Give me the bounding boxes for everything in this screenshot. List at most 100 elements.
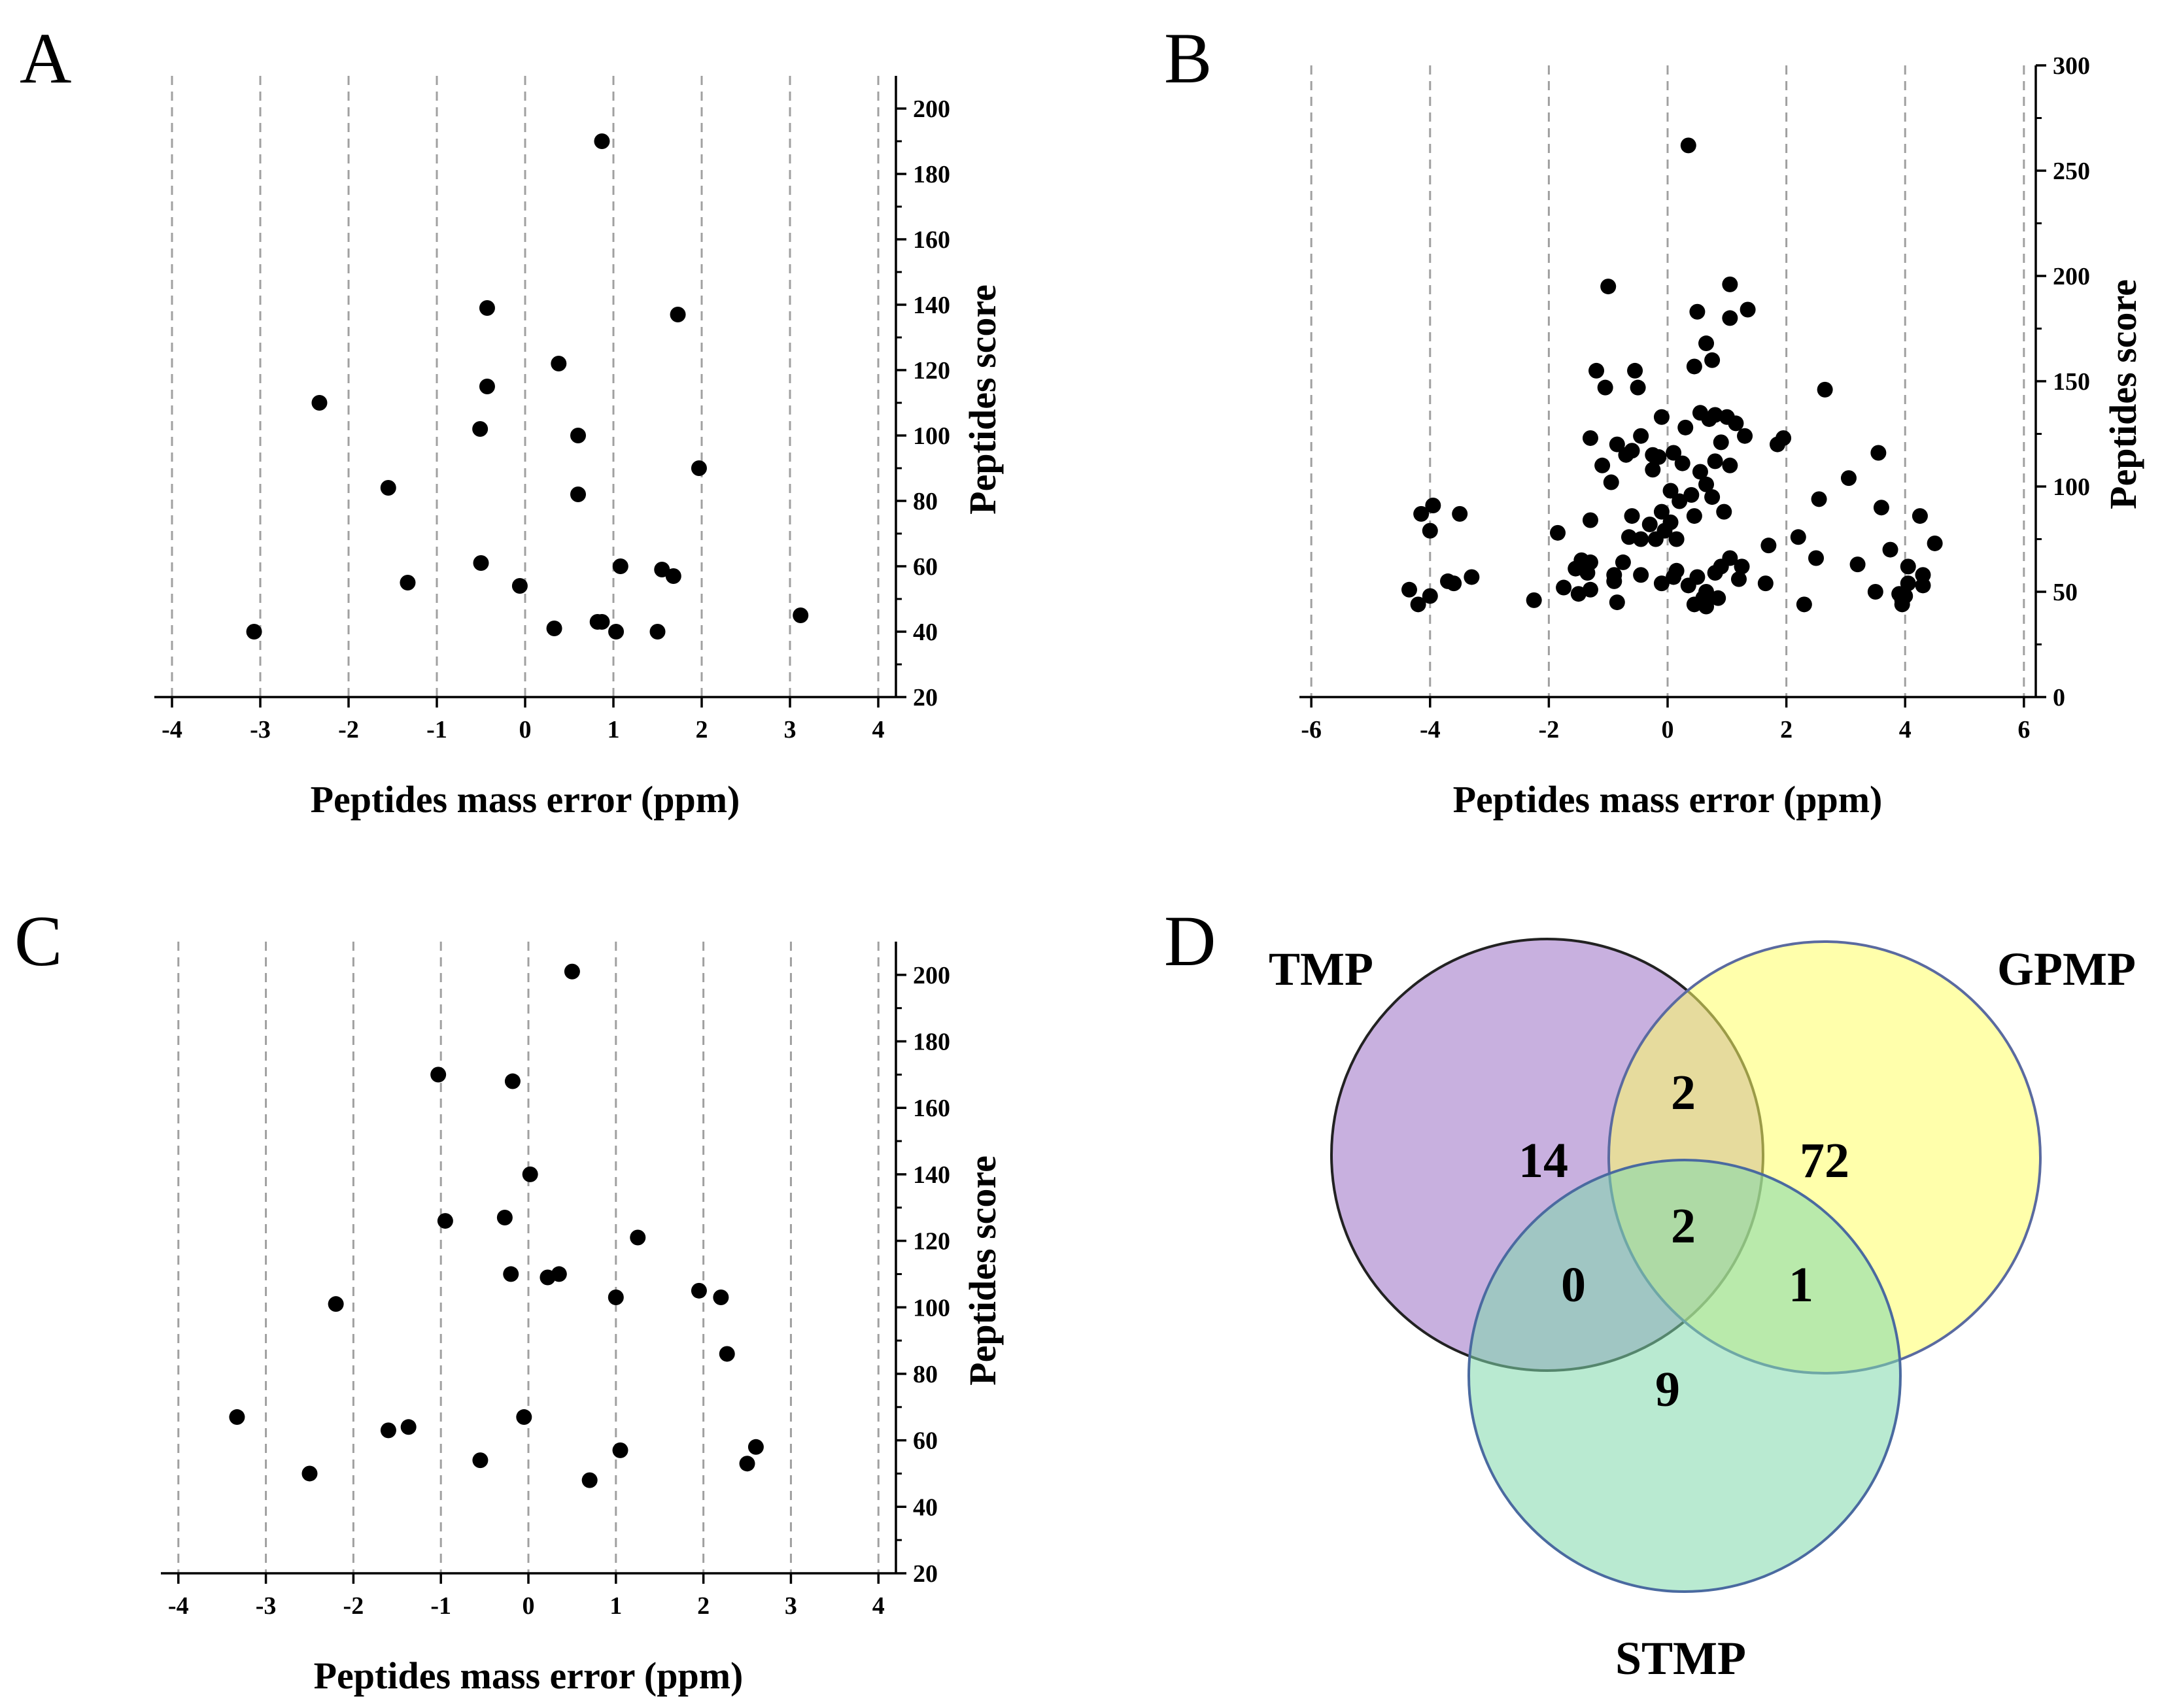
data-point [1707,565,1723,581]
data-point [1737,428,1753,444]
y-tick-label: 60 [913,1427,938,1455]
panel-label: D [1164,901,1216,981]
data-point [1672,493,1688,509]
data-point [1840,470,1857,487]
data-point [1633,428,1649,444]
data-point [1582,581,1598,598]
data-point [246,624,262,640]
data-point [1526,592,1542,608]
y-tick-label: 250 [2053,158,2090,185]
data-point [380,480,396,496]
data-point [612,1442,628,1458]
x-tick-label: 0 [523,1592,535,1620]
data-point [1401,581,1417,598]
y-axis-title: Peptides score [961,1155,1004,1386]
data-point [1686,358,1702,375]
data-point [1674,455,1690,471]
data-point [1722,276,1738,292]
data-point [739,1456,755,1472]
data-point [1677,419,1694,436]
data-point [1550,524,1566,541]
data-point [570,487,586,502]
data-point [1698,476,1715,492]
data-point [1915,577,1931,594]
data-point [1446,575,1462,592]
x-tick-label: 0 [1662,716,1674,743]
data-point [1464,569,1480,585]
data-point [1633,531,1649,547]
data-point [1867,584,1883,600]
data-point [511,578,528,594]
data-point [1647,531,1664,547]
x-tick-label: -2 [338,716,359,743]
y-tick-label: 100 [2053,473,2090,501]
data-point [608,1290,624,1306]
data-point [1422,522,1438,539]
x-tick-label: -2 [343,1592,364,1620]
data-point [793,607,809,623]
y-tick-label: 40 [913,619,938,646]
data-point [1760,538,1777,554]
x-tick-label: -1 [426,716,447,743]
data-point [1730,571,1747,587]
y-tick-label: 80 [913,1361,938,1388]
data-point [551,356,567,371]
x-tick-label: -4 [168,1592,189,1620]
data-point [1734,558,1750,575]
venn-count-tmp-stmp: 0 [1561,1257,1586,1312]
data-point [400,1419,417,1435]
data-point [691,1282,707,1299]
data-point [1704,489,1721,505]
set-label-tmp: TMP [1269,943,1373,995]
y-tick-label: 120 [913,1228,950,1255]
x-tick-label: -2 [1539,716,1560,743]
data-point [1627,362,1643,379]
data-point [1870,445,1887,461]
y-tick-label: 160 [913,1095,950,1122]
data-point [1689,303,1706,320]
data-point [496,1209,513,1225]
x-tick-label: -4 [1420,716,1441,743]
data-point [1582,430,1598,446]
data-point [1873,500,1889,516]
panel-label: A [20,18,71,98]
data-point [473,555,489,571]
data-point [1615,554,1631,570]
x-tick-label: 2 [697,1592,710,1620]
y-tick-label: 100 [913,1294,950,1322]
data-point [1683,487,1700,503]
data-point [1568,560,1584,577]
data-point [1653,409,1670,425]
data-point [649,624,666,640]
y-tick-label: 200 [913,95,950,123]
data-point [400,575,416,590]
data-point [1849,556,1866,573]
data-point [1633,567,1649,583]
x-tick-label: 1 [609,1592,622,1620]
y-tick-label: 140 [913,1161,950,1189]
venn-count-gpmp-stmp: 1 [1789,1257,1813,1312]
data-point [1722,550,1738,566]
y-tick-label: 180 [913,1029,950,1056]
data-point [1728,415,1744,432]
data-point [1579,565,1596,581]
data-point [1570,586,1587,602]
data-point [670,307,686,322]
data-point [437,1213,453,1229]
data-point [504,1073,521,1089]
data-point [608,624,625,640]
data-point [1597,379,1613,396]
x-tick-label: 2 [1780,716,1793,743]
data-point [630,1229,646,1246]
set-label-stmp: STMP [1615,1632,1746,1684]
data-point [1701,411,1717,427]
data-point [1882,541,1898,558]
y-axis-title: Peptides score [2102,279,2144,509]
data-point [1704,352,1721,368]
data-point [479,379,495,394]
data-point [229,1409,245,1426]
data-point [1606,573,1622,589]
data-point [516,1409,532,1426]
data-point [430,1067,447,1083]
data-point [1769,436,1785,453]
